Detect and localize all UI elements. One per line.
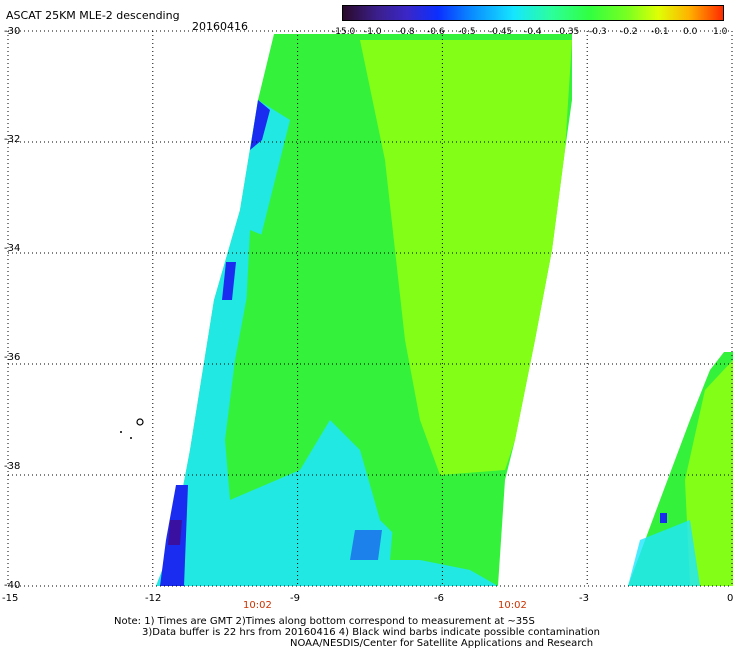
lat-label: -30 <box>4 26 21 37</box>
lon-label: -9 <box>290 593 300 604</box>
blue-patch <box>660 513 667 523</box>
pass-time: 10:02 <box>243 600 272 611</box>
island-icon <box>120 431 122 433</box>
colorbar <box>342 5 724 21</box>
lime-region <box>685 360 733 586</box>
lon-label: -6 <box>434 593 444 604</box>
colorbar-tick: 0.0 <box>683 27 698 37</box>
green-patch <box>390 500 440 560</box>
island-icon <box>130 437 132 439</box>
blue-patch <box>250 100 270 150</box>
swath-layer <box>156 34 733 586</box>
graticule <box>7 30 733 587</box>
colorbar-tick: -0.6 <box>427 27 445 37</box>
island-icon <box>136 418 144 426</box>
cyan-region <box>156 100 498 586</box>
colorbar-tick: -0.45 <box>489 27 513 37</box>
note-line: Note: 1) Times are GMT 2)Times along bot… <box>114 616 535 627</box>
lat-label: -34 <box>4 243 21 254</box>
lat-label: -40 <box>4 580 21 591</box>
blue-patch <box>222 262 236 300</box>
lat-label: -36 <box>4 352 21 363</box>
blue-patch <box>350 530 382 560</box>
colorbar-tick: -1.0 <box>364 27 382 37</box>
pass-time: 10:02 <box>498 600 527 611</box>
island-markers <box>120 418 144 439</box>
lon-label: 0 <box>727 593 734 604</box>
cyan-region <box>628 520 700 586</box>
colorbar-tick: -0.3 <box>589 27 607 37</box>
colorbar-tick: -0.35 <box>556 27 580 37</box>
note-line: 3)Data buffer is 22 hrs from 20160416 4)… <box>142 627 600 638</box>
lime-region <box>360 40 572 475</box>
colorbar-tick: -0.5 <box>458 27 476 37</box>
colorbar-tick: -0.2 <box>620 27 638 37</box>
lon-label: -12 <box>145 593 162 604</box>
note-line: NOAA/NESDIS/Center for Satellite Applica… <box>290 638 594 649</box>
plot-date: 20160416 <box>192 20 248 33</box>
lon-label: -3 <box>579 593 589 604</box>
colorbar-tick: 1.0 <box>713 27 728 37</box>
green-patch <box>245 230 275 330</box>
footnotes: Note: 1) Times are GMT 2)Times along bot… <box>114 616 600 649</box>
purple-patch <box>168 520 182 545</box>
lon-label: -15 <box>2 593 19 604</box>
colorbar-tick: -0.4 <box>524 27 542 37</box>
plot-title: ASCAT 25KM MLE-2 descending <box>6 9 180 22</box>
colorbar-tick: -15.0 <box>332 27 356 37</box>
colorbar-tick: -0.1 <box>651 27 669 37</box>
lat-label: -32 <box>4 134 21 145</box>
colorbar-tick: -0.8 <box>397 27 415 37</box>
lat-label: -38 <box>4 461 21 472</box>
